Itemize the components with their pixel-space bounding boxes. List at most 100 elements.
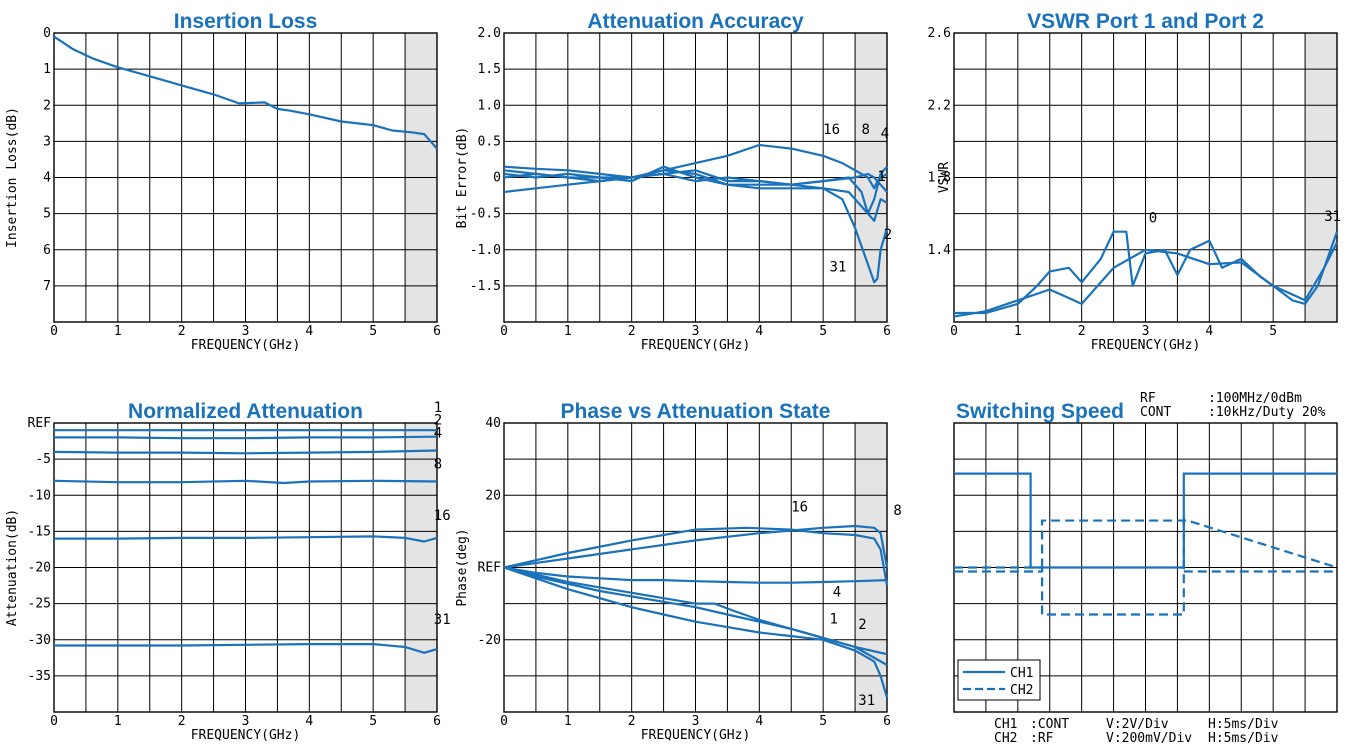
ch1-trace — [954, 472, 1337, 569]
annotation-label: 2 — [884, 227, 892, 243]
x-tick-label: 4 — [305, 714, 313, 729]
x-tick-label: 0 — [50, 714, 58, 729]
y-axis-label: VSWR — [937, 162, 952, 193]
annotation-label: 8 — [861, 122, 869, 138]
chart-title: Attenuation Accuracy — [587, 10, 804, 33]
y-tick-label: 1.5 — [478, 62, 501, 77]
y-tick-label: REF — [478, 561, 502, 576]
x-tick-label: 6 — [433, 714, 441, 729]
x-tick-label: 0 — [500, 714, 508, 729]
y-tick-label: 5 — [43, 207, 51, 222]
annotation-label: 1 — [877, 169, 885, 185]
footer-time-div: H:5ms/Div — [1208, 731, 1279, 746]
plot-frame — [53, 32, 438, 323]
x-tick-label: 0 — [950, 324, 958, 339]
x-tick-label: 5 — [819, 714, 827, 729]
x-tick-label: 2 — [178, 324, 186, 339]
series-line — [54, 535, 438, 543]
y-tick-label: 1.4 — [928, 243, 952, 258]
y-axis-label: Attenuation(dB) — [5, 509, 20, 626]
x-tick-label: 2 — [628, 324, 636, 339]
annotation-label: 4 — [833, 584, 841, 600]
y-tick-label: 7 — [43, 279, 51, 294]
series-line — [503, 566, 888, 584]
legend-box — [957, 659, 1041, 701]
x-tick-label: 5 — [369, 714, 377, 729]
x-tick-label: 6 — [883, 714, 891, 729]
y-tick-label: 0.5 — [478, 134, 501, 149]
y-tick-label: 1.8 — [928, 171, 951, 186]
series-line — [54, 435, 438, 440]
y-tick-label: REF — [28, 416, 52, 431]
annotation-label: 8 — [434, 457, 442, 473]
x-tick-label: 1 — [1014, 324, 1022, 339]
series-line — [503, 526, 889, 586]
x-tick-label: 4 — [755, 324, 763, 339]
annotation-label: 31 — [1324, 209, 1341, 225]
plot-frame — [953, 32, 1338, 323]
y-tick-label: -20 — [28, 561, 51, 576]
y-tick-label: 20 — [485, 488, 501, 503]
y-tick-label: -25 — [28, 597, 51, 612]
annotation-label: 1 — [830, 611, 838, 627]
condition-value: :100MHz/0dBm — [1208, 391, 1302, 406]
series-line — [53, 479, 438, 485]
legend-label-ch1: CH1 — [1010, 666, 1033, 681]
attenuation-accuracy-chart: Attenuation Accuracy 0 1 2 3 4 5 6 2.0 1.5 1.0 0.5 0… — [455, 10, 892, 353]
y-tick-label: -20 — [478, 633, 501, 648]
footer-volt-div: V:200mV/Div — [1106, 731, 1192, 746]
series-line — [53, 35, 438, 150]
y-tick-label: 1 — [43, 62, 51, 77]
x-tick-label: 1 — [114, 714, 122, 729]
y-tick-label: 6 — [43, 243, 51, 258]
series-line — [503, 566, 888, 666]
annotation-label: 31 — [858, 693, 875, 709]
footer-channel: CH1 — [994, 717, 1017, 732]
x-axis-label: FREQUENCY(GHz) — [191, 338, 301, 353]
x-tick-label: 1 — [114, 324, 122, 339]
y-tick-label: -15 — [28, 524, 51, 539]
series-line — [503, 169, 889, 284]
annotation-label: 31 — [434, 612, 451, 628]
y-tick-label: 1.0 — [478, 98, 501, 113]
x-tick-label: 2 — [628, 714, 636, 729]
y-tick-label: 3 — [43, 134, 51, 149]
chart-title: Switching Speed — [956, 400, 1124, 423]
x-tick-label: 6 — [433, 324, 441, 339]
annotation-label: 16 — [791, 500, 808, 516]
series-line — [503, 566, 889, 698]
series-line — [503, 165, 888, 222]
y-tick-label: 40 — [485, 416, 501, 431]
plot-frame — [53, 422, 438, 713]
annotation-label: 1 — [434, 400, 442, 416]
phase-vs-attenuation-chart: Phase vs Attenuation State 0 1 2 3 4 5 6 40 20 REF… — [455, 400, 902, 743]
condition-value: :10kHz/Duty 20% — [1208, 405, 1326, 420]
x-axis-label: FREQUENCY(GHz) — [641, 338, 751, 353]
x-axis-label: FREQUENCY(GHz) — [1091, 338, 1201, 353]
y-tick-label: -5 — [35, 452, 51, 467]
y-axis-label: Insertion Loss(dB) — [5, 107, 20, 248]
ch2-trace — [954, 519, 1338, 616]
y-axis-label: Phase(deg) — [455, 528, 470, 606]
y-tick-label: 2.0 — [478, 26, 501, 41]
y-tick-label: 0 — [493, 171, 501, 186]
x-tick-label: 4 — [305, 324, 313, 339]
x-tick-label: 4 — [755, 714, 763, 729]
legend-label-ch2: CH2 — [1010, 683, 1033, 698]
annotation-label: 4 — [434, 425, 442, 441]
series-line — [503, 143, 888, 194]
x-tick-label: 3 — [692, 324, 700, 339]
series-line — [54, 643, 438, 654]
chart-title: Phase vs Attenuation State — [561, 400, 831, 423]
footer-time-div: H:5ms/Div — [1208, 717, 1279, 732]
annotation-label: 2 — [434, 412, 442, 428]
footer-volt-div: V:2V/Div — [1106, 717, 1169, 732]
grid — [503, 422, 888, 713]
switching-speed-chart: Switching Speed RF:100MHz/0dBm CONT:10kHz/… — [953, 391, 1338, 746]
insertion-loss-chart: Insertion Loss 0 1 2 3 4 5 6 0 1 2 3 4 5 6 7 FREQUENCY(G… — [5, 10, 441, 353]
annotation-label: 16 — [823, 122, 840, 138]
annotation-label: 2 — [858, 617, 866, 633]
